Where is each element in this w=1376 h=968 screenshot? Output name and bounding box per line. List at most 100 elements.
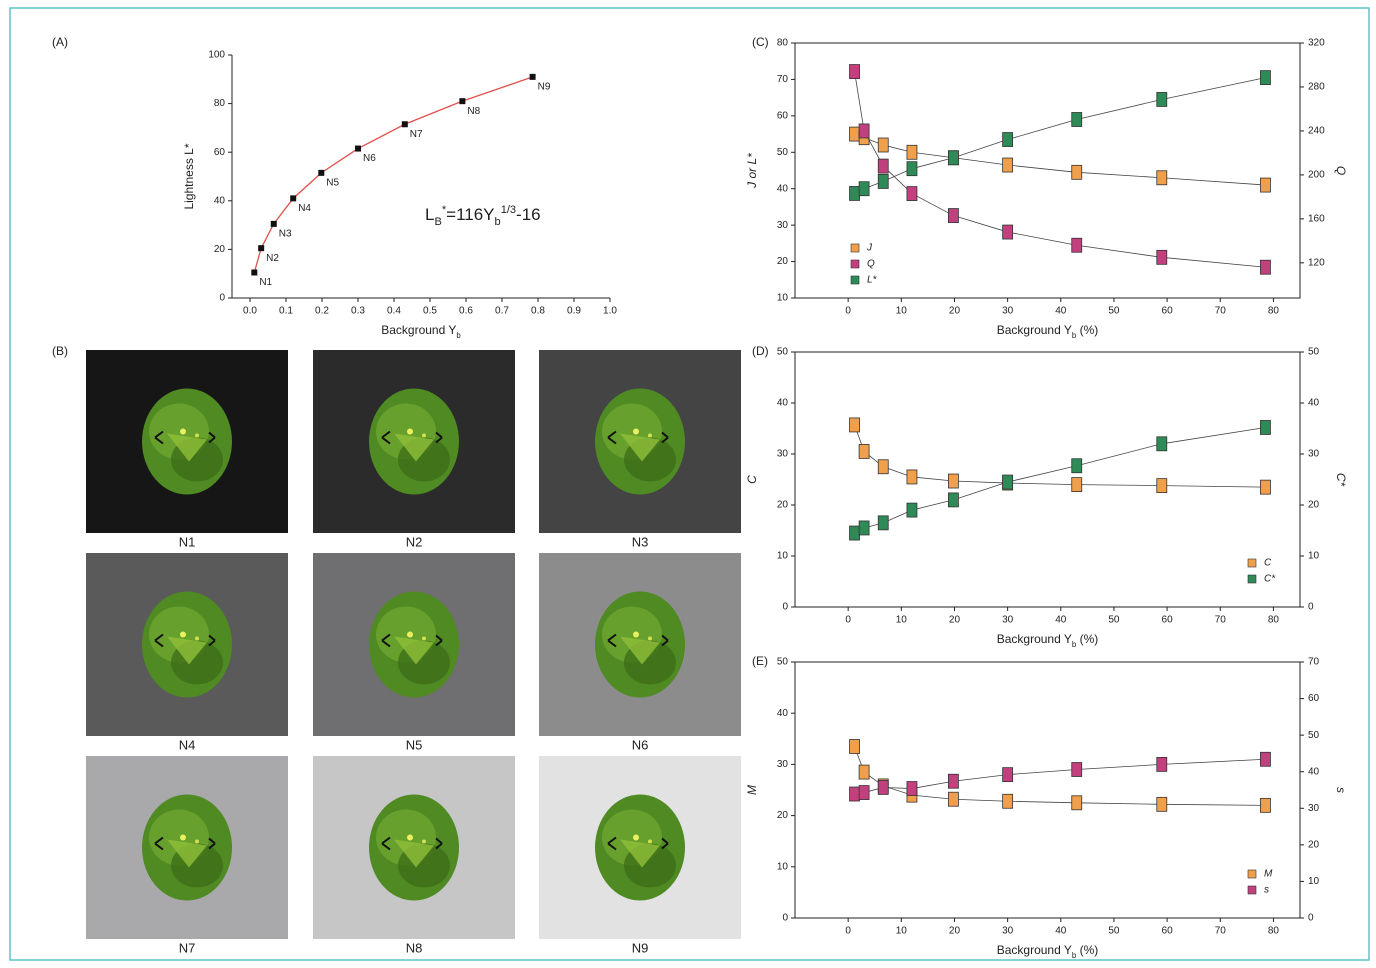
data-marker [948, 208, 959, 223]
data-marker [858, 181, 870, 197]
legend-label: C [1264, 558, 1272, 569]
data-marker [290, 195, 297, 202]
x-tick-label: 70 [1215, 926, 1227, 937]
data-marker [1071, 458, 1083, 474]
y2-tick-label: 160 [1308, 214, 1325, 225]
y-tick-label: 60 [777, 110, 789, 121]
data-marker [529, 73, 536, 80]
data-marker [906, 144, 918, 160]
data-marker [877, 515, 889, 531]
label-part: * [442, 204, 447, 216]
y-tick-label: 70 [777, 74, 789, 85]
y-tick-label: 20 [777, 256, 789, 267]
gem-image [594, 387, 686, 496]
x-tick-label: 20 [949, 615, 961, 626]
legend-label: M [1264, 869, 1273, 880]
y-axis-label: C [745, 475, 759, 484]
x-tick-label: 0.8 [531, 306, 545, 317]
y-tick-label: 20 [214, 244, 226, 255]
label-part: Background Y [997, 323, 1072, 337]
data-marker [1156, 796, 1168, 812]
data-marker [1260, 177, 1271, 193]
data-marker [1260, 479, 1271, 495]
y-axis-label: M [745, 785, 759, 795]
x-tick-label: 60 [1162, 306, 1174, 317]
x-tick-label: 80 [1268, 306, 1280, 317]
y2-axis-label: Q [1334, 166, 1348, 175]
legend-label: L* [867, 275, 878, 286]
tile-label: N5 [406, 737, 423, 752]
data-marker [1071, 795, 1083, 811]
y-tick-label: 40 [777, 398, 789, 409]
label-part: b [1072, 640, 1077, 649]
data-marker [270, 220, 277, 227]
x-tick-label: 40 [1055, 615, 1067, 626]
data-marker [858, 123, 870, 139]
data-marker [1260, 420, 1271, 435]
y-tick-label: 20 [777, 810, 789, 821]
data-marker [1071, 237, 1083, 253]
y-tick-label: 30 [777, 220, 789, 231]
label-part: b [495, 216, 501, 228]
y-axis-label: J or L* [745, 153, 759, 189]
data-marker [906, 161, 918, 177]
y-tick-label: 50 [777, 347, 789, 358]
data-marker [849, 64, 860, 79]
tile-label: N3 [632, 534, 649, 549]
x-tick-label: 0.9 [567, 306, 581, 317]
y2-tick-label: 20 [1308, 839, 1320, 850]
point-label: N5 [326, 177, 339, 188]
label-part: B [434, 216, 441, 228]
x-tick-label: 0.7 [495, 306, 509, 317]
data-marker [849, 786, 860, 802]
data-marker [906, 502, 918, 518]
x-tick-label: 10 [896, 306, 908, 317]
x-tick-label: 50 [1108, 926, 1120, 937]
data-marker [858, 764, 870, 780]
y2-tick-label: 60 [1308, 693, 1320, 704]
data-marker [849, 525, 860, 541]
y2-tick-label: 320 [1308, 38, 1325, 49]
label-part: (%) [1076, 943, 1098, 957]
data-marker [948, 473, 959, 489]
point-label: N7 [410, 129, 423, 140]
x-tick-label: 10 [896, 615, 908, 626]
data-marker [1071, 477, 1083, 493]
data-marker [877, 174, 889, 189]
x-tick-label: 60 [1162, 926, 1174, 937]
x-tick-label: 0 [845, 926, 851, 937]
y-tick-label: 0 [219, 293, 225, 304]
legend-swatch [850, 259, 860, 269]
y2-tick-label: 30 [1308, 449, 1320, 460]
data-marker [1002, 474, 1014, 490]
gem-image [141, 590, 233, 699]
y-tick-label: 0 [782, 913, 788, 924]
y-tick-label: 50 [777, 657, 789, 668]
y2-tick-label: 50 [1308, 347, 1320, 358]
y-tick-label: 40 [777, 183, 789, 194]
data-marker [948, 791, 959, 807]
x-tick-label: 20 [949, 306, 961, 317]
y2-tick-label: 10 [1308, 876, 1320, 887]
data-marker [877, 137, 889, 153]
x-tick-label: 50 [1108, 306, 1120, 317]
legend-swatch [850, 275, 860, 285]
data-marker [258, 245, 265, 252]
x-tick-label: 30 [1002, 306, 1014, 317]
label-part: L [425, 205, 434, 224]
gem-image [368, 793, 460, 902]
y2-tick-label: 0 [1308, 913, 1314, 924]
x-tick-label: 0.2 [315, 306, 329, 317]
y2-tick-label: 280 [1308, 82, 1325, 93]
point-label: N1 [259, 277, 272, 288]
point-label: N4 [298, 203, 311, 214]
data-marker [1071, 164, 1083, 180]
panel-label: (B) [52, 344, 68, 358]
data-marker [849, 186, 860, 201]
data-marker [858, 785, 870, 800]
data-marker [849, 739, 860, 754]
point-label: N8 [467, 106, 480, 117]
y-tick-label: 10 [777, 551, 789, 562]
data-marker [1071, 762, 1083, 777]
